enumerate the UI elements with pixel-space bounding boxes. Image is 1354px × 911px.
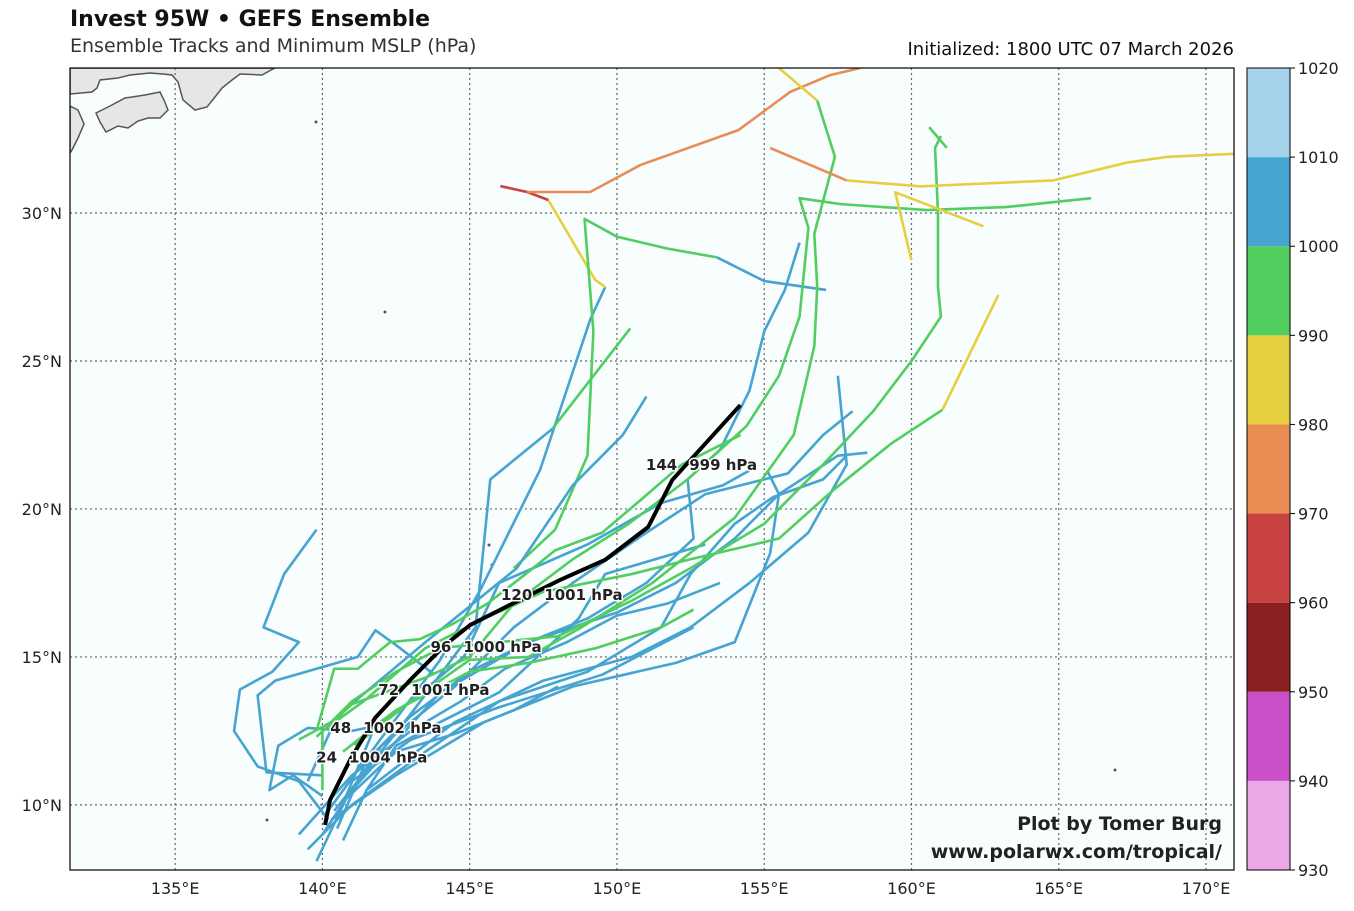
lon-tick-label: 165°E bbox=[1034, 879, 1083, 898]
pressure-label: 1002 hPa bbox=[363, 719, 441, 737]
mean-track-labels: 24 1004 hPa 48 1002 hPa 72 1001 hPa 96 1000 hPa… bbox=[315, 454, 759, 768]
lon-tick-label: 160°E bbox=[887, 879, 936, 898]
colorbar-frame bbox=[1246, 67, 1291, 871]
land-kyushu bbox=[70, 105, 85, 155]
lon-tick-label: 170°E bbox=[1182, 879, 1231, 898]
colorbar-band bbox=[1247, 68, 1290, 158]
colorbar-label: 1020 bbox=[1298, 59, 1339, 78]
colorbar-label: 980 bbox=[1298, 415, 1329, 434]
colorbar-band bbox=[1247, 335, 1290, 425]
colorbar-band bbox=[1247, 513, 1290, 603]
map-frame bbox=[69, 67, 1235, 871]
plot-title: Invest 95W • GEFS Ensemble bbox=[70, 7, 431, 32]
land-honshu bbox=[70, 68, 276, 111]
forecast-hour-label: 96 bbox=[430, 638, 451, 656]
lon-tick-label: 150°E bbox=[593, 879, 642, 898]
island bbox=[314, 120, 318, 124]
credit-url: www.polarwx.com/tropical/ bbox=[931, 841, 1222, 863]
lat-tick-label: 25°N bbox=[22, 352, 62, 371]
ensemble-track-22 bbox=[315, 196, 1092, 738]
init-time: Initialized: 1800 UTC 07 March 2026 bbox=[907, 39, 1234, 60]
pressure-label: 1001 hPa bbox=[411, 681, 489, 699]
colorbar-label: 970 bbox=[1298, 505, 1329, 524]
pressure-label: 1000 hPa bbox=[463, 638, 541, 656]
ensemble-track-23 bbox=[778, 68, 819, 102]
ensemble-track-26 bbox=[769, 146, 848, 182]
colorbar-band bbox=[1247, 157, 1290, 247]
island bbox=[265, 818, 269, 822]
ensemble-track-27 bbox=[893, 190, 984, 261]
ensemble-track-18 bbox=[315, 685, 559, 862]
ensemble-track-25 bbox=[315, 433, 742, 732]
ensemble-track-2 bbox=[333, 428, 553, 812]
ensemble-track-17 bbox=[341, 543, 706, 841]
mean-track-line bbox=[323, 403, 742, 826]
pressure-label: 1004 hPa bbox=[349, 749, 427, 767]
ensemble-track-0 bbox=[547, 199, 606, 289]
axis-ticks: 135°E 140°E 145°E 150°E 155°E 160°E 165°E 170°E… bbox=[22, 204, 1231, 898]
colorbar-band bbox=[1247, 424, 1290, 514]
lon-tick-label: 135°E bbox=[151, 879, 200, 898]
forecast-hour-label: 120 bbox=[501, 586, 532, 604]
ensemble-track-26 bbox=[846, 152, 1234, 188]
ensemble-track-12 bbox=[268, 720, 397, 798]
ensemble-track-21 bbox=[928, 126, 948, 149]
lat-tick-label: 10°N bbox=[22, 796, 62, 815]
pressure-label: 999 hPa bbox=[689, 456, 757, 474]
colorbar-label: 1010 bbox=[1298, 148, 1339, 167]
colorbar-label: 1000 bbox=[1298, 237, 1339, 256]
ensemble-track-3 bbox=[512, 217, 718, 570]
lat-tick-label: 15°N bbox=[22, 648, 62, 667]
lon-tick-label: 155°E bbox=[740, 879, 789, 898]
colorbar-band bbox=[1247, 246, 1290, 336]
forecast-hour-label: 144 bbox=[646, 456, 677, 474]
colorbar-label: 990 bbox=[1298, 326, 1329, 345]
ensemble-track-8 bbox=[350, 242, 801, 791]
colorbar-label: 950 bbox=[1298, 683, 1329, 702]
colorbar-label: 940 bbox=[1298, 772, 1329, 791]
ensemble-track-9 bbox=[365, 375, 848, 792]
ensemble-track-19 bbox=[321, 408, 944, 791]
island bbox=[487, 543, 491, 547]
land-shikoku bbox=[95, 91, 169, 133]
forecast-hour-label: 72 bbox=[378, 681, 399, 699]
pressure-colorbar: 930 940 950 960 970 980 990 1000 1010 1020 bbox=[1246, 59, 1339, 880]
forecast-hour-label: 48 bbox=[330, 719, 351, 737]
colorbar-band bbox=[1247, 602, 1290, 692]
ocean-background bbox=[70, 68, 1234, 870]
pressure-label: 1001 hPa bbox=[544, 586, 622, 604]
lat-tick-label: 30°N bbox=[22, 204, 62, 223]
ensemble-mean-track bbox=[323, 403, 742, 826]
colorbar-label: 960 bbox=[1298, 594, 1329, 613]
coastlines bbox=[70, 68, 1117, 822]
ensemble-track-19 bbox=[941, 294, 1000, 411]
lon-tick-label: 145°E bbox=[445, 879, 494, 898]
plot-subtitle: Ensemble Tracks and Minimum MSLP (hPa) bbox=[70, 35, 477, 57]
ensemble-track-0 bbox=[324, 286, 607, 816]
ensemble-track-1 bbox=[527, 68, 861, 194]
ensemble-track-20 bbox=[298, 135, 943, 741]
ensemble-track-24 bbox=[342, 608, 695, 753]
lon-tick-label: 140°E bbox=[298, 879, 347, 898]
ensemble-track-6 bbox=[335, 451, 868, 830]
forecast-hour-label: 24 bbox=[316, 749, 337, 767]
ensemble-track-3 bbox=[716, 256, 827, 292]
ensemble-track-16 bbox=[297, 581, 721, 836]
ensemble-track-23 bbox=[354, 100, 837, 747]
lat-tick-label: 20°N bbox=[22, 500, 62, 519]
ensemble-tracks bbox=[232, 68, 1234, 862]
colorbar-band bbox=[1247, 691, 1290, 781]
credit-author: Plot by Tomer Burg bbox=[1017, 813, 1222, 835]
colorbar-band bbox=[1247, 780, 1290, 870]
island bbox=[383, 310, 387, 314]
island bbox=[1113, 768, 1117, 772]
ensemble-track-10 bbox=[330, 469, 781, 821]
colorbar-label: 930 bbox=[1298, 861, 1329, 880]
